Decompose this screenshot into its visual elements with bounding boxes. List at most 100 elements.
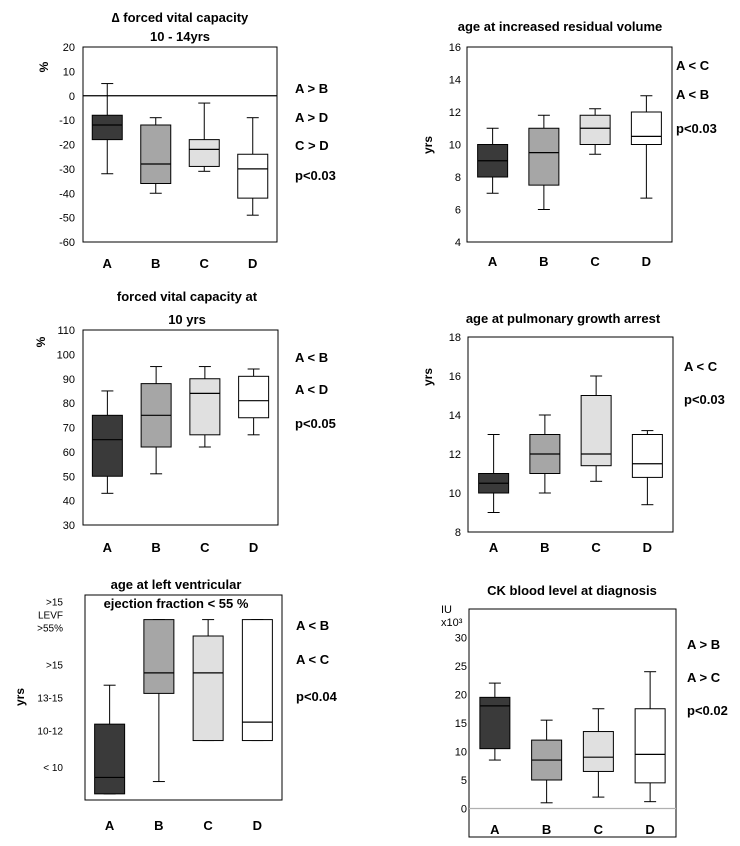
plot-frame (82, 329, 279, 526)
category-label: C (200, 540, 210, 555)
y-tick-label: 60 (63, 447, 75, 459)
category-label: D (645, 822, 654, 837)
chart-title-line: age at pulmonary growth arrest (466, 311, 661, 326)
category-label: A (490, 822, 500, 837)
box-A (91, 390, 123, 494)
panel-6: CK blood level at diagnosis 30 25 20 15 10 5 0 I… (441, 583, 728, 838)
y-tick-label: 6 (455, 205, 461, 217)
y-tick-label: 20 (63, 42, 75, 54)
stat-annotation: A < C (684, 359, 718, 374)
category-label: B (151, 256, 160, 271)
stat-annotation: A > C (687, 670, 721, 685)
box-iqr (189, 378, 221, 436)
box-D (630, 95, 662, 199)
category-label: D (643, 540, 652, 555)
box-C (580, 375, 612, 482)
y-tick-label: 50 (63, 471, 75, 483)
y-tick-label: 20 (455, 690, 467, 702)
plot-frame (82, 46, 278, 243)
chart-title-line: age at left ventricular (111, 577, 242, 592)
box-C (192, 619, 224, 742)
y-axis-label: x10³ (441, 617, 463, 629)
stat-annotation: C > D (295, 138, 329, 153)
y-tick-label: 14 (449, 410, 461, 422)
stat-annotation: A > B (687, 637, 720, 652)
y-tick-label: 10 (63, 66, 75, 78)
category-label: D (253, 818, 262, 833)
box-iqr (192, 635, 224, 742)
y-tick-label: -20 (59, 140, 75, 152)
box-iqr (580, 395, 612, 467)
category-label: C (590, 254, 600, 269)
panel-4: age at pulmonary growth arrest 18 16 14 12 10… (421, 311, 725, 555)
box-A (477, 127, 509, 194)
y-tick-label: < 10 (43, 763, 63, 774)
stat-annotation: A < C (676, 58, 710, 73)
y-tick-label: 70 (63, 423, 75, 435)
y-tick-label: 40 (63, 496, 75, 508)
stat-annotation: A > B (295, 81, 328, 96)
y-tick-label: >15 (46, 661, 63, 672)
y-tick-label: 100 (57, 349, 75, 361)
box-D (631, 430, 663, 506)
category-label: C (200, 256, 210, 271)
stat-annotation: p<0.05 (295, 416, 336, 431)
box-B (140, 366, 172, 475)
box-iqr (631, 434, 663, 478)
y-tick-label: -60 (59, 237, 75, 249)
chart-title-line: CK blood level at diagnosis (487, 583, 657, 598)
category-label: D (249, 540, 258, 555)
y-tick-label: 18 (449, 332, 461, 344)
stat-annotation: p<0.03 (684, 392, 725, 407)
y-tick-label: 10 (455, 747, 467, 759)
stat-annotation: A < B (295, 350, 328, 365)
category-label: A (488, 254, 498, 269)
box-C (188, 102, 220, 172)
plot-frame (466, 46, 673, 243)
y-tick-label: 80 (63, 398, 75, 410)
panel-3: forced vital capacity at 10 yrs 110 100 90 80… (34, 289, 336, 555)
stat-annotation: A < B (296, 618, 329, 633)
stat-annotation: p<0.02 (687, 703, 728, 718)
y-tick-label: LEVF (38, 611, 63, 622)
stat-annotation: p<0.03 (295, 168, 336, 183)
box-D (238, 368, 270, 436)
box-D (237, 117, 269, 216)
y-tick-label: 8 (455, 172, 461, 184)
stat-annotation: p<0.04 (296, 689, 338, 704)
box-B (531, 719, 563, 804)
y-tick-label: 14 (449, 75, 461, 87)
plot-frame (84, 594, 283, 801)
stat-annotation: p<0.03 (676, 121, 717, 136)
category-label: A (489, 540, 499, 555)
y-tick-label: 10-12 (37, 726, 63, 737)
box-B (529, 414, 561, 494)
y-tick-label: 5 (461, 775, 467, 787)
y-tick-label: 25 (455, 661, 467, 673)
box-iqr (188, 139, 220, 167)
box-iqr (528, 127, 560, 186)
category-label: A (105, 818, 115, 833)
y-axis-label: yrs (421, 368, 435, 386)
y-tick-label: 13-15 (37, 694, 63, 705)
y-axis-label: % (34, 336, 48, 347)
box-B (140, 117, 172, 194)
category-label: B (154, 818, 163, 833)
stat-annotation: A < B (676, 87, 709, 102)
category-label: B (539, 254, 548, 269)
box-iqr (237, 153, 269, 199)
plot-frame (468, 608, 677, 838)
y-tick-label: 10 (449, 140, 461, 152)
chart-title-line: age at increased residual volume (458, 19, 662, 34)
stat-annotation: A > D (295, 110, 328, 125)
y-tick-label: 0 (461, 804, 467, 816)
box-B (528, 114, 560, 210)
y-tick-label: 16 (449, 42, 461, 54)
category-label: D (642, 254, 651, 269)
box-iqr (238, 375, 270, 419)
category-label: C (591, 540, 601, 555)
category-label: B (151, 540, 160, 555)
box-C (582, 708, 614, 798)
box-iqr (91, 414, 123, 477)
box-iqr (479, 696, 511, 750)
